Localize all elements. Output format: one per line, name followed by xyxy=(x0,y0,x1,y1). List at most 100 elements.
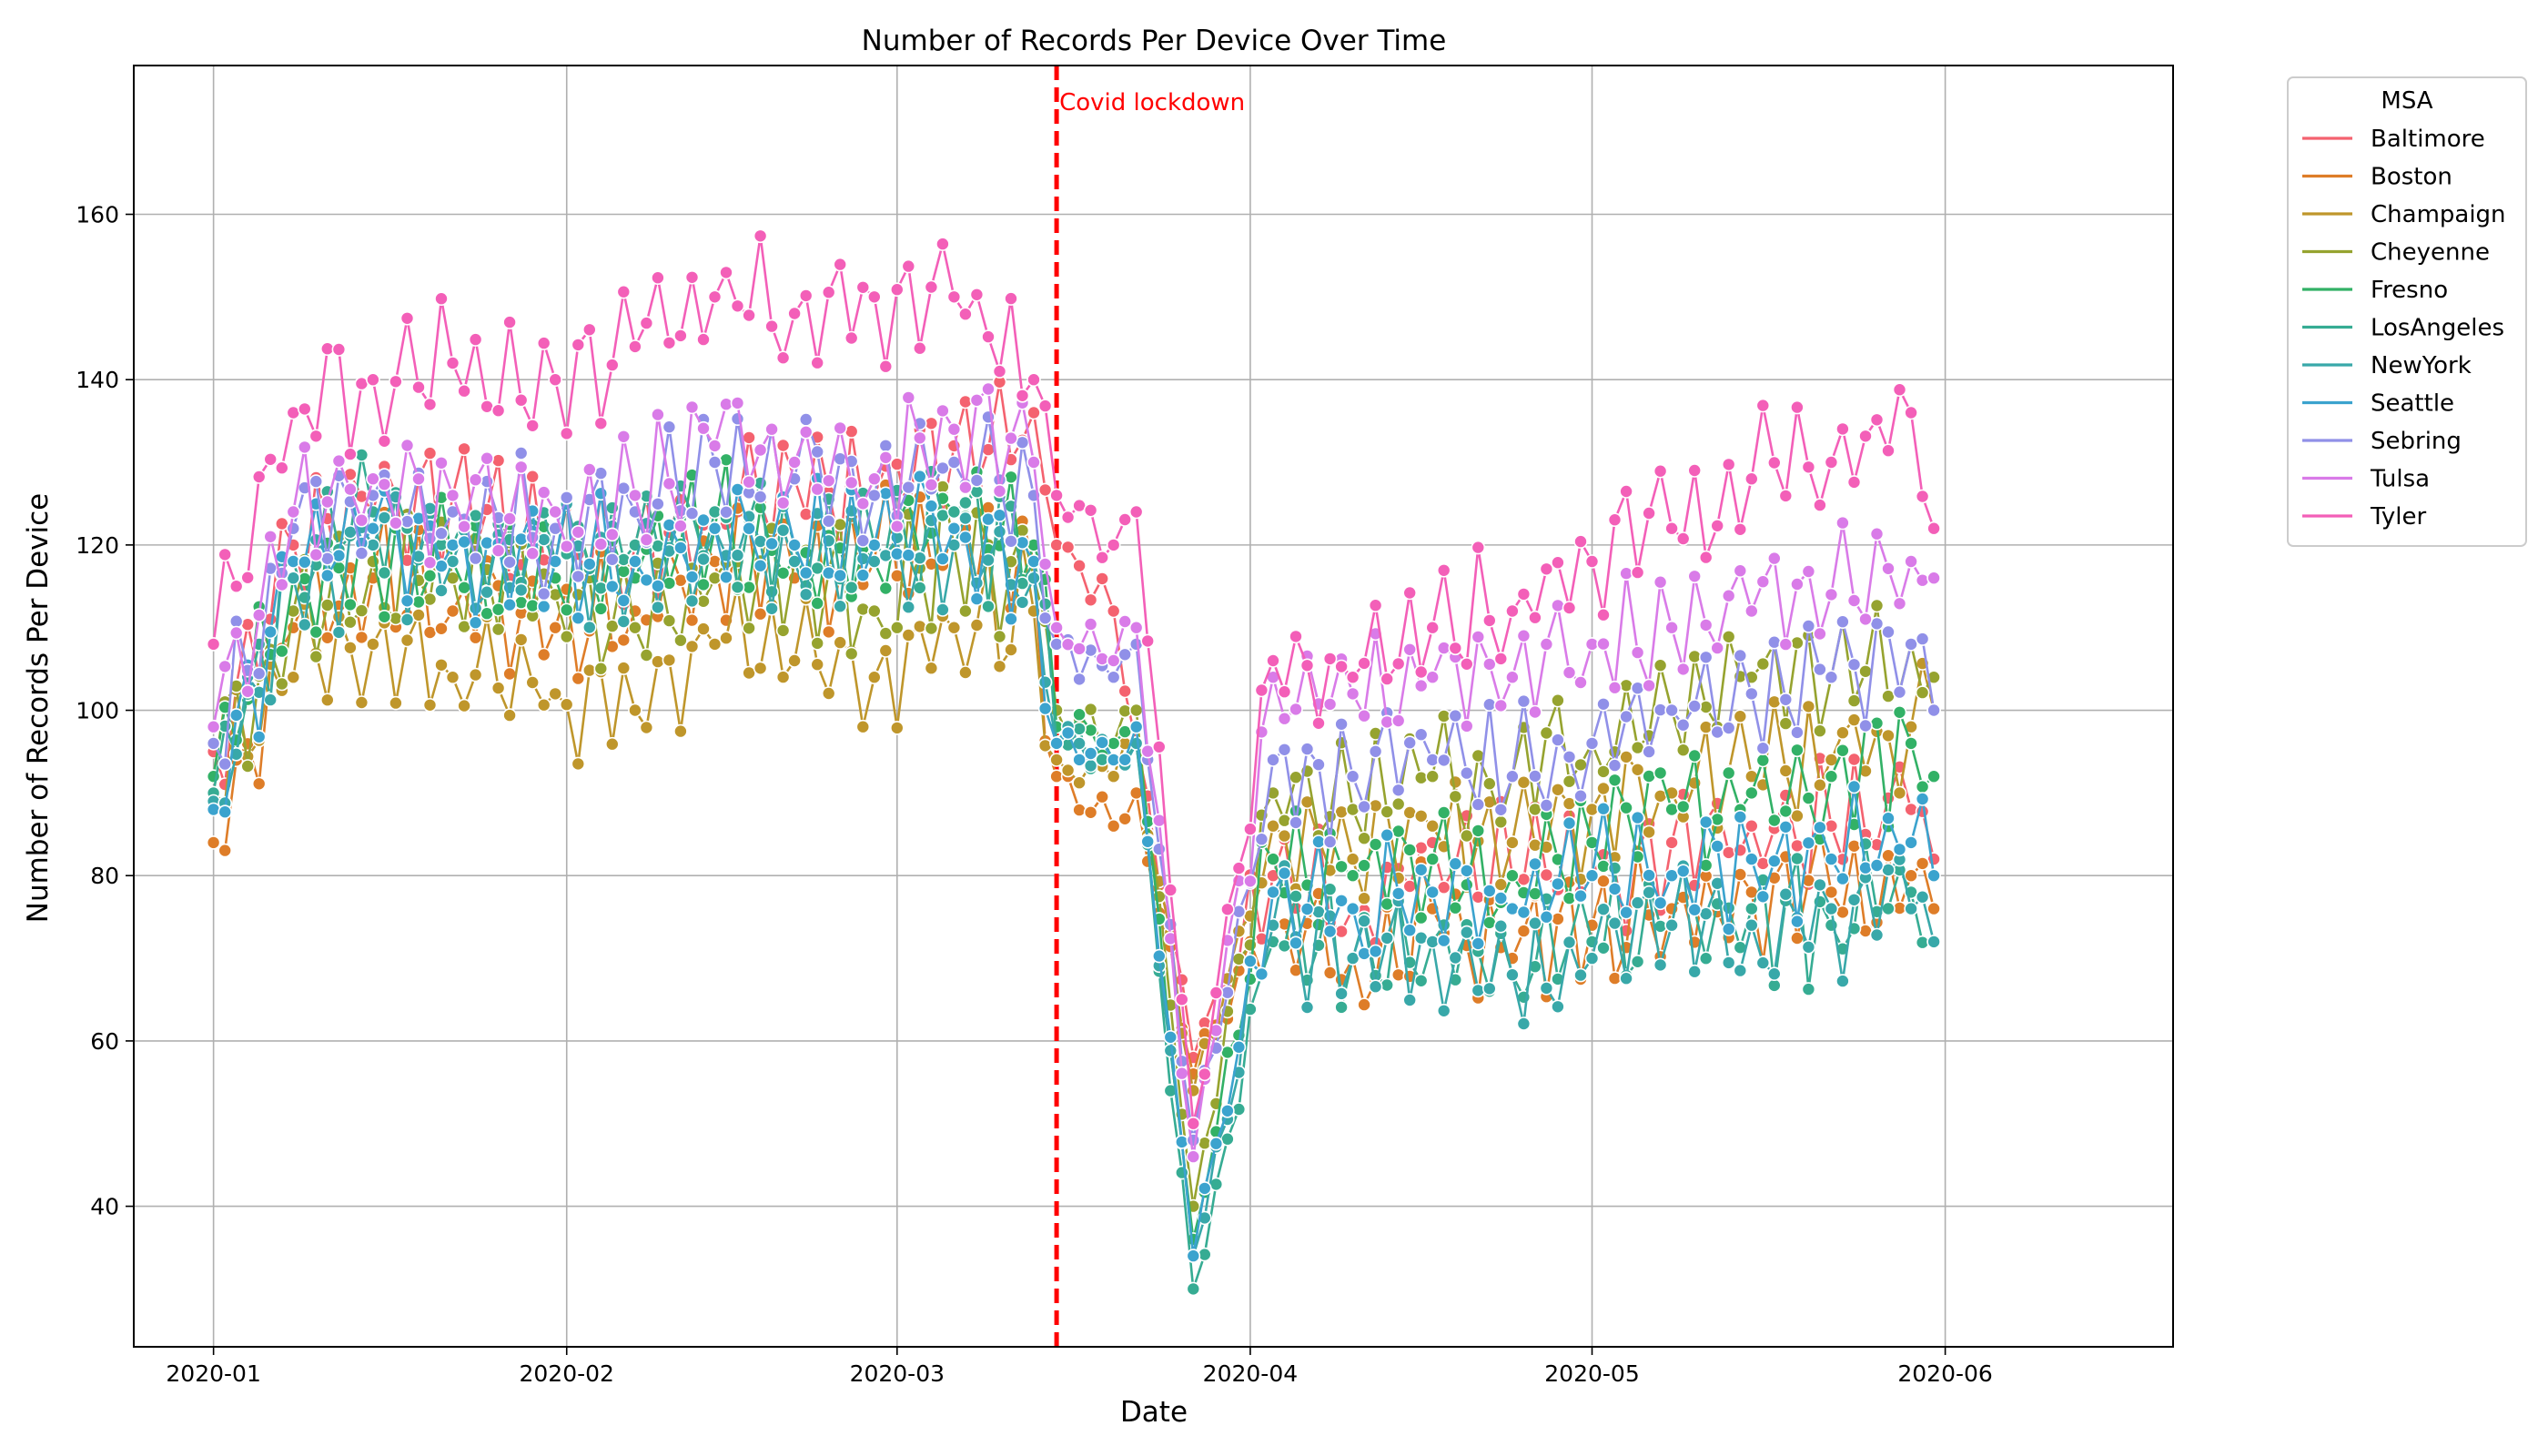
data-point xyxy=(889,519,905,534)
data-point xyxy=(981,599,996,614)
data-point xyxy=(1277,828,1292,844)
data-point xyxy=(1390,656,1406,672)
data-point xyxy=(1744,901,1759,916)
data-point xyxy=(1163,931,1178,946)
data-point xyxy=(912,430,927,446)
data-point xyxy=(1881,811,1896,826)
data-point xyxy=(833,599,848,614)
data-point xyxy=(1744,471,1759,487)
data-point xyxy=(1835,614,1850,630)
data-point xyxy=(1471,824,1486,838)
data-point xyxy=(1482,657,1497,672)
series-line xyxy=(212,234,1936,1125)
y-tick-label: 80 xyxy=(90,863,119,889)
data-point xyxy=(457,441,471,457)
legend-label: Tyler xyxy=(2370,503,2426,531)
legend-item-tyler[interactable]: Tyler xyxy=(2302,503,2426,531)
data-point xyxy=(1528,856,1542,872)
data-point xyxy=(1835,421,1850,437)
data-point xyxy=(958,307,973,322)
data-point xyxy=(1528,769,1542,784)
legend-item-champaign[interactable]: Champaign xyxy=(2302,201,2506,228)
data-point xyxy=(1630,955,1645,969)
data-point xyxy=(319,693,335,708)
data-point xyxy=(1460,719,1474,733)
data-point xyxy=(1072,642,1087,656)
data-point xyxy=(1675,717,1691,733)
legend-label: Sebring xyxy=(2371,428,2462,455)
data-point xyxy=(1311,757,1326,773)
data-point xyxy=(1858,718,1873,733)
data-point xyxy=(217,547,232,562)
data-point xyxy=(1390,783,1406,798)
legend-item-sebring[interactable]: Sebring xyxy=(2302,428,2462,455)
data-point xyxy=(684,570,700,584)
data-point xyxy=(1767,813,1782,828)
data-point xyxy=(1698,951,1714,966)
data-point xyxy=(1528,610,1542,625)
data-point xyxy=(889,721,905,735)
data-point xyxy=(1824,885,1839,900)
x-tick-label: 2020-02 xyxy=(520,1360,614,1387)
data-point xyxy=(513,392,529,408)
data-point xyxy=(1892,704,1907,720)
data-point xyxy=(764,318,779,334)
data-point xyxy=(1175,1066,1189,1081)
data-point xyxy=(366,637,380,652)
data-point xyxy=(662,335,677,350)
data-point xyxy=(297,617,312,632)
data-point xyxy=(901,258,916,274)
data-point xyxy=(673,632,688,648)
legend-item-cheyenne[interactable]: Cheyenne xyxy=(2302,239,2490,267)
data-point xyxy=(1596,696,1611,712)
data-point xyxy=(1482,981,1497,996)
data-point xyxy=(377,477,392,492)
legend-item-losangeles[interactable]: LosAngeles xyxy=(2302,315,2504,342)
data-point xyxy=(1208,986,1224,1000)
data-point xyxy=(1733,521,1748,537)
legend-item-newyork[interactable]: NewYork xyxy=(2302,352,2472,379)
legend-item-boston[interactable]: Boston xyxy=(2302,164,2452,191)
legend-item-baltimore[interactable]: Baltimore xyxy=(2302,126,2485,153)
legend-item-fresno[interactable]: Fresno xyxy=(2302,277,2448,304)
x-tick-label: 2020-06 xyxy=(1897,1360,1992,1387)
data-point xyxy=(1619,709,1633,724)
data-point xyxy=(1698,814,1714,830)
data-point xyxy=(274,676,289,692)
data-point xyxy=(1460,925,1474,940)
data-point xyxy=(240,570,256,585)
legend-item-seattle[interactable]: Seattle xyxy=(2302,390,2454,418)
data-point xyxy=(513,632,529,647)
data-point xyxy=(878,643,894,658)
data-point xyxy=(628,339,642,354)
data-point xyxy=(1311,715,1326,731)
data-point xyxy=(684,612,700,628)
data-point xyxy=(502,315,517,329)
data-point xyxy=(1551,733,1565,747)
data-point xyxy=(468,667,483,682)
data-point xyxy=(331,342,347,357)
data-point xyxy=(1186,1133,1201,1148)
legend-item-tulsa[interactable]: Tulsa xyxy=(2302,466,2430,493)
legend[interactable]: MSA Baltimore Boston Champaign Cheyenne Fres… xyxy=(2287,76,2527,547)
data-point xyxy=(1744,852,1759,866)
data-point xyxy=(1004,642,1018,657)
data-point xyxy=(889,282,905,298)
data-point xyxy=(604,527,620,542)
data-point xyxy=(445,488,460,503)
data-point xyxy=(866,603,882,619)
data-point xyxy=(981,381,996,397)
data-point xyxy=(1619,971,1633,986)
legend-label: Tulsa xyxy=(2370,466,2430,493)
data-point xyxy=(1881,624,1896,640)
data-point xyxy=(1037,738,1053,753)
data-point xyxy=(1573,675,1588,690)
data-point xyxy=(1117,614,1132,629)
data-point xyxy=(1471,983,1486,998)
data-point xyxy=(457,580,471,595)
data-point xyxy=(764,421,779,437)
data-point xyxy=(1721,721,1736,735)
data-point xyxy=(457,383,471,399)
data-point xyxy=(935,602,950,617)
data-point xyxy=(1037,557,1053,571)
